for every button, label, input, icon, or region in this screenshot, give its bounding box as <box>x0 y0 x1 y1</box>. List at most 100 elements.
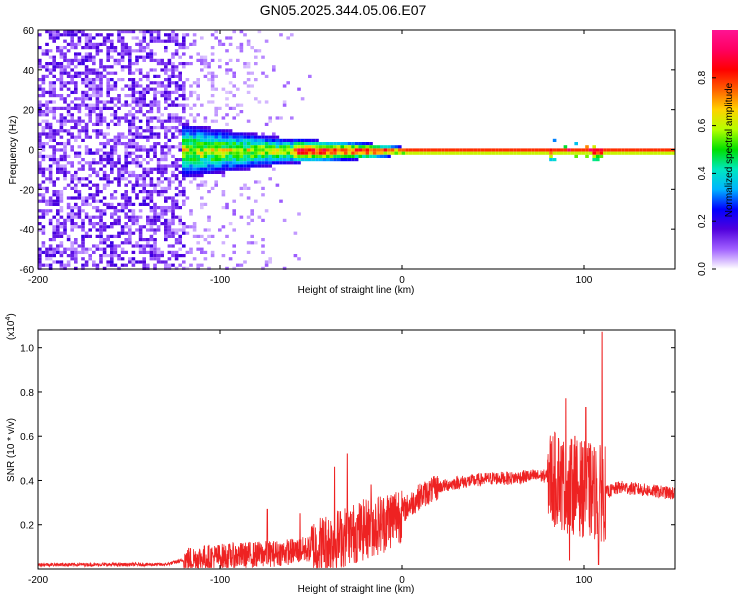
heatmap-cell <box>81 158 85 162</box>
heatmap-cell <box>63 30 67 34</box>
heatmap-cell <box>218 145 222 149</box>
heatmap-cell <box>59 94 64 98</box>
heatmap-cell <box>120 39 125 43</box>
heatmap-cell <box>214 183 218 187</box>
heatmap-cell <box>203 151 208 155</box>
heatmap-cell <box>221 190 226 194</box>
heatmap-cell <box>153 97 157 101</box>
heatmap-cell <box>74 30 78 34</box>
heatmap-cell <box>117 119 121 123</box>
heatmap-cell <box>38 154 42 158</box>
heatmap-cell <box>56 209 60 213</box>
heatmap-cell <box>138 260 143 264</box>
heatmap-cell <box>106 138 110 142</box>
heatmap-cell <box>77 250 82 254</box>
heatmap-cell <box>236 167 240 171</box>
heatmap-cell <box>70 257 74 261</box>
heatmap-cell <box>99 142 103 146</box>
heatmap-cell <box>153 222 157 226</box>
heatmap-cell <box>131 209 136 213</box>
heatmap-cell <box>261 244 265 248</box>
heatmap-cell <box>268 138 272 142</box>
heatmap-cell <box>207 241 211 245</box>
heatmap-cell <box>174 241 179 245</box>
heatmap-cell <box>250 132 254 136</box>
heatmap-cell <box>329 148 334 152</box>
heatmap-cell <box>239 167 244 171</box>
heatmap-cell <box>203 257 208 261</box>
heatmap-cell <box>390 145 395 149</box>
heatmap-cell <box>221 148 226 152</box>
heatmap-cell <box>63 142 67 146</box>
heatmap-cell <box>88 103 92 107</box>
heatmap-cell <box>135 183 139 187</box>
heatmap-cell <box>56 33 60 37</box>
heatmap-cell <box>207 266 211 270</box>
heatmap-cell <box>106 142 110 146</box>
heatmap-cell <box>48 106 53 110</box>
heatmap-cell <box>221 164 226 168</box>
heatmap-cell <box>189 145 193 149</box>
heatmap-cell <box>207 158 211 162</box>
heatmap-cell <box>228 132 233 136</box>
heatmap-cell <box>246 196 251 200</box>
heatmap-cell <box>106 174 110 178</box>
heatmap-cell <box>120 55 125 59</box>
heatmap-cell <box>657 151 661 155</box>
heatmap-cell <box>358 154 362 158</box>
heatmap-cell <box>38 170 42 174</box>
colorbar-ticks: 0.00.20.40.60.8 <box>697 70 716 276</box>
heatmap-cell <box>214 151 218 155</box>
heatmap-cell <box>56 190 60 194</box>
heatmap-cell <box>45 103 49 107</box>
heatmap-cell <box>246 138 251 142</box>
heatmap-cell <box>214 106 218 110</box>
heatmap-cell <box>243 164 247 168</box>
heatmap-cell <box>160 94 164 98</box>
heatmap-cell <box>95 90 100 94</box>
heatmap-cell <box>236 135 240 139</box>
heatmap-cell <box>189 174 193 178</box>
heatmap-cell <box>74 33 78 37</box>
heatmap-cell <box>48 247 53 251</box>
heatmap-cell <box>63 167 67 171</box>
heatmap-cell <box>293 148 298 152</box>
heatmap-cell <box>171 218 175 222</box>
heatmap-cell <box>156 74 161 78</box>
heatmap-cell <box>102 238 107 242</box>
heatmap-cell <box>275 154 280 158</box>
heatmap-cell <box>38 164 42 168</box>
heatmap-cell <box>146 190 150 194</box>
heatmap-cell <box>164 97 168 101</box>
heatmap-cell <box>434 148 438 152</box>
heatmap-cell <box>300 158 305 162</box>
heatmap-cell <box>405 148 409 152</box>
heatmap-cell <box>38 167 42 171</box>
heatmap-cell <box>149 247 154 251</box>
heatmap-cell <box>66 215 71 219</box>
heatmap-cell <box>650 148 654 152</box>
heatmap-cell <box>160 206 164 210</box>
heatmap-cell <box>207 145 211 149</box>
heatmap-cell <box>567 151 571 155</box>
heatmap-cell <box>113 81 118 85</box>
spectrogram-y-tick-label: 20 <box>23 106 35 117</box>
heatmap-cell <box>131 174 136 178</box>
heatmap-cell <box>99 260 103 264</box>
heatmap-cell <box>110 39 114 43</box>
heatmap-cell <box>250 234 254 238</box>
heatmap-cell <box>178 247 182 251</box>
heatmap-cell <box>182 106 186 110</box>
heatmap-cell <box>178 148 182 152</box>
heatmap-cell <box>120 52 125 56</box>
heatmap-cell <box>135 68 139 72</box>
heatmap-cell <box>326 151 330 155</box>
heatmap-cell <box>203 142 208 146</box>
heatmap-cell <box>156 36 161 40</box>
heatmap-cell <box>131 260 136 264</box>
heatmap-cell <box>120 177 125 181</box>
heatmap-cell <box>59 250 64 254</box>
heatmap-cell <box>239 42 244 46</box>
heatmap-cell <box>185 151 190 155</box>
heatmap-cell <box>110 55 114 59</box>
